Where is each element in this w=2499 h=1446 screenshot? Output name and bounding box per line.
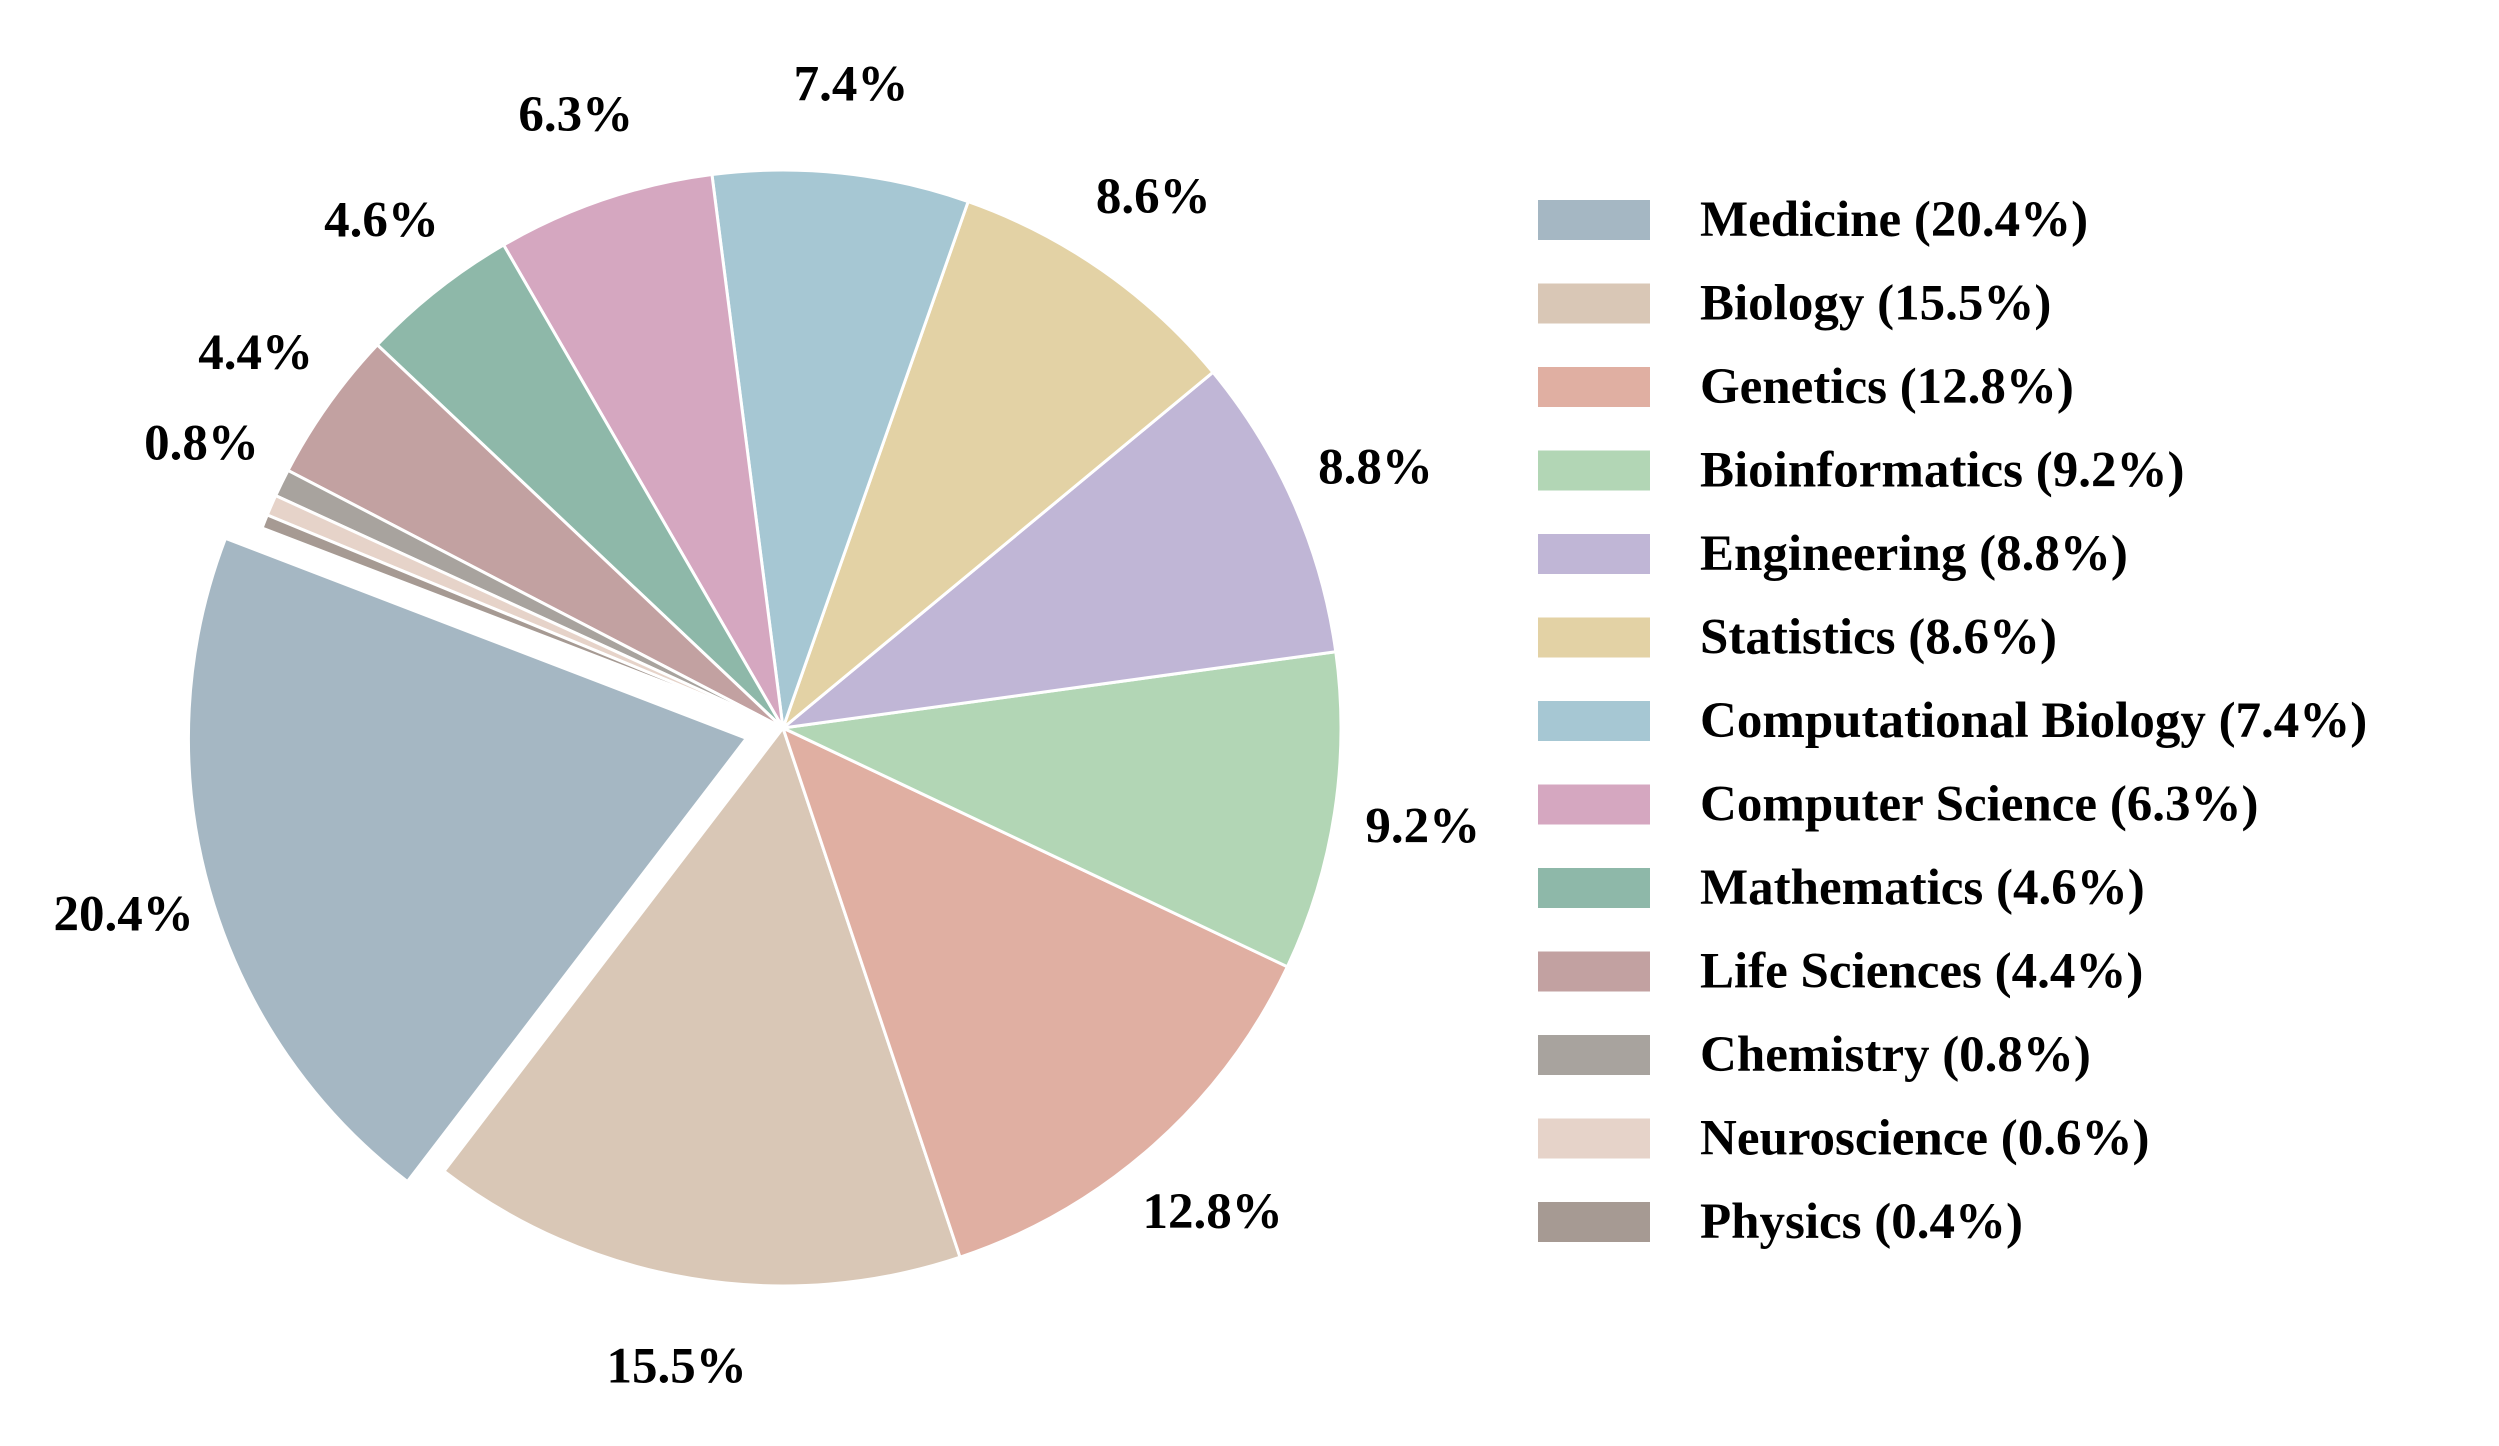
legend-item-physics: Physics (0.4%) [1538, 1194, 2023, 1250]
legend-label-medicine: Medicine (20.4%) [1700, 192, 2088, 248]
legend-label-chemistry: Chemistry (0.8%) [1700, 1027, 2091, 1083]
legend-swatch-biology [1538, 283, 1650, 324]
pie-label-computational-biology: 7.4% [794, 56, 909, 112]
pie-slice-computational-biology [710, 168, 970, 730]
legend-item-neuroscience: Neuroscience (0.6%) [1538, 1111, 2149, 1167]
legend-swatch-mathematics [1538, 868, 1650, 908]
legend: Medicine (20.4%) Biology (15.5%) Genetics … [1538, 192, 2367, 1250]
pie-slice-computer-science [502, 173, 785, 730]
pie-label-computer-science: 6.3% [518, 87, 633, 143]
pie-slice-genetics [781, 726, 1289, 1259]
legend-swatch-physics [1538, 1202, 1650, 1242]
legend-swatch-computer-science [1538, 784, 1650, 825]
legend-item-engineering: Engineering (8.8%) [1538, 526, 2128, 582]
legend-label-mathematics: Mathematics (4.6%) [1700, 860, 2145, 916]
pie-label-life-sciences: 4.4% [198, 325, 313, 381]
legend-swatch-neuroscience [1538, 1118, 1650, 1159]
legend-item-genetics: Genetics (12.8%) [1538, 359, 2074, 415]
legend-label-bioinformatics: Bioinformatics (9.2%) [1700, 443, 2184, 499]
legend-swatch-bioinformatics [1538, 450, 1650, 491]
legend-swatch-chemistry [1538, 1035, 1650, 1075]
pie-label-genetics: 12.8% [1142, 1184, 1282, 1240]
pie-label-biology: 15.5% [607, 1338, 747, 1394]
legend-label-genetics: Genetics (12.8%) [1700, 359, 2074, 415]
pie-label-medicine: 20.4% [53, 887, 193, 943]
legend-label-engineering: Engineering (8.8%) [1700, 526, 2128, 582]
legend-item-computer-science: Computer Science (6.3%) [1538, 777, 2259, 833]
legend-label-computer-science: Computer Science (6.3%) [1700, 777, 2259, 833]
legend-swatch-computational-biology [1538, 701, 1650, 741]
pie-slice-biology [442, 726, 962, 1288]
legend-item-chemistry: Chemistry (0.8%) [1538, 1027, 2091, 1083]
legend-item-medicine: Medicine (20.4%) [1538, 192, 2088, 248]
legend-label-computational-biology: Computational Biology (7.4%) [1700, 693, 2367, 749]
legend-label-physics: Physics (0.4%) [1700, 1194, 2023, 1250]
legend-item-mathematics: Mathematics (4.6%) [1538, 860, 2145, 916]
legend-label-neuroscience: Neuroscience (0.6%) [1700, 1111, 2149, 1167]
pie-slice-engineering [781, 370, 1338, 730]
legend-swatch-medicine [1538, 200, 1650, 240]
legend-item-statistics: Statistics (8.6%) [1538, 610, 2057, 666]
legend-swatch-genetics [1538, 367, 1650, 407]
pie-label-engineering: 8.8% [1318, 440, 1433, 496]
pie-slice-physics [260, 513, 785, 730]
pie-label-statistics: 8.6% [1096, 169, 1211, 225]
legend-swatch-life-sciences [1538, 951, 1650, 992]
pie-slice-medicine [187, 536, 748, 1184]
pie-label-bioinformatics: 9.2% [1365, 798, 1480, 854]
pie-slices [187, 168, 1343, 1288]
legend-item-biology: Biology (15.5%) [1538, 276, 2051, 332]
legend-swatch-engineering [1538, 534, 1650, 574]
pie-percent-labels: 20.4% 15.5% 12.8% 9.2% 8.8% 8.6% 7.4% 6.3% 4.6% 4… [53, 56, 1480, 1394]
legend-label-biology: Biology (15.5%) [1700, 276, 2051, 332]
pie-slice-statistics [781, 200, 1215, 730]
legend-swatch-statistics [1538, 617, 1650, 658]
legend-label-statistics: Statistics (8.6%) [1700, 610, 2057, 666]
legend-item-bioinformatics: Bioinformatics (9.2%) [1538, 443, 2184, 499]
legend-label-life-sciences: Life Sciences (4.4%) [1700, 944, 2143, 1000]
pie-label-chemistry: 0.8% [144, 416, 259, 472]
pie-label-mathematics: 4.6% [324, 192, 439, 248]
legend-item-computational-biology: Computational Biology (7.4%) [1538, 693, 2367, 749]
pie-slice-mathematics [375, 243, 785, 730]
legend-item-life-sciences: Life Sciences (4.4%) [1538, 944, 2143, 1000]
pie-slice-bioinformatics [781, 650, 1343, 969]
